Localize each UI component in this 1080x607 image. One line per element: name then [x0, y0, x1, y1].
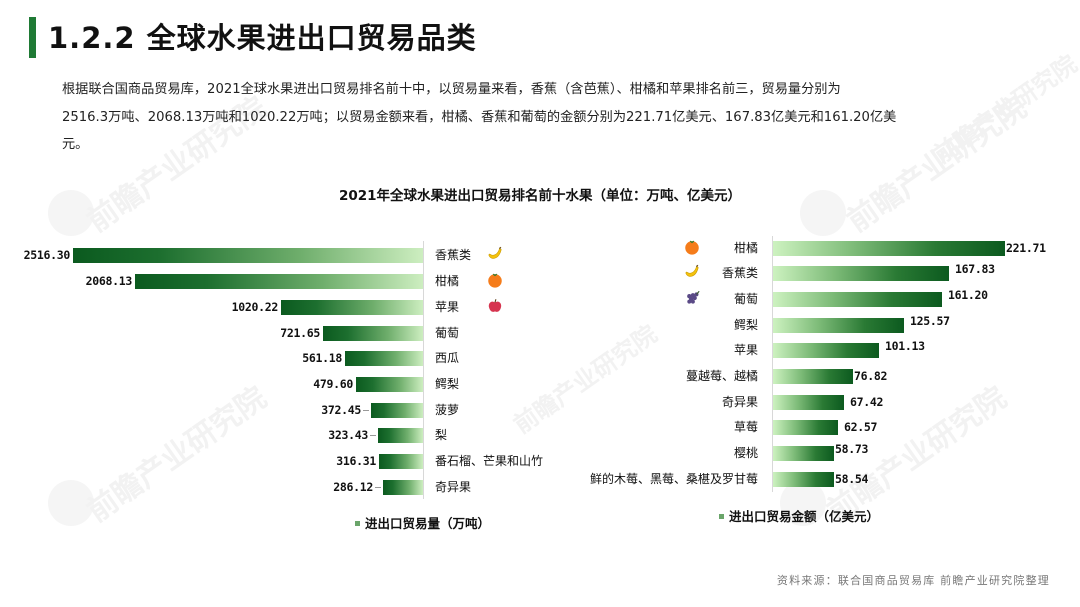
bar	[773, 368, 853, 384]
data-label: 479.60	[313, 377, 353, 391]
data-label: 2068.13	[85, 274, 133, 288]
category-label: 番石榴、芒果和山竹	[435, 454, 544, 468]
data-label: 323.43	[328, 428, 368, 442]
bar	[773, 394, 844, 410]
category-label: 鲜的木莓、黑莓、桑椹及罗甘莓	[589, 472, 758, 486]
orange-icon	[486, 271, 504, 289]
data-label: 167.83	[955, 262, 995, 276]
bar	[773, 471, 834, 487]
bar	[281, 299, 423, 315]
category-label: 奇异果	[721, 395, 758, 409]
leader-line	[363, 410, 369, 411]
bar	[378, 427, 423, 443]
left-chart-axis	[423, 241, 424, 499]
paragraph-line: 元。	[62, 137, 89, 152]
source-note: 资料来源：联合国商品贸易库 前瞻产业研究院整理	[776, 574, 1050, 587]
category-label: 柑橘	[733, 241, 758, 255]
bar	[323, 325, 423, 341]
data-label: 58.54	[835, 472, 869, 486]
bar	[773, 291, 942, 307]
data-label: 2516.30	[23, 248, 71, 262]
bar	[73, 247, 423, 263]
bar	[773, 342, 879, 358]
leader-line	[375, 487, 381, 488]
legend-swatch	[719, 514, 724, 519]
data-label: 125.57	[910, 314, 950, 328]
category-label: 香蕉类	[721, 266, 758, 280]
bar	[773, 445, 834, 461]
category-label: 葡萄	[733, 292, 758, 306]
category-label: 鳄梨	[435, 377, 460, 391]
data-label: 62.57	[844, 420, 878, 434]
watermark: 前瞻产业研究院	[80, 380, 274, 530]
banana-icon	[683, 263, 701, 281]
data-label: 67.42	[850, 395, 884, 409]
category-label: 蔓越莓、越橘	[685, 369, 758, 383]
bar	[345, 350, 423, 366]
right-chart-axis	[772, 236, 773, 492]
category-label: 苹果	[435, 300, 460, 314]
data-label: 101.13	[885, 339, 925, 353]
watermark: 前瞻产业研究院	[508, 319, 663, 440]
legend-value: 进出口贸易金额（亿美元）	[719, 509, 879, 525]
legend-label: 进出口贸易量（万吨）	[365, 516, 491, 531]
data-label: 286.12	[333, 480, 373, 494]
category-label: 西瓜	[435, 351, 460, 365]
bar	[773, 419, 838, 435]
watermark-logo	[48, 480, 94, 526]
category-label: 苹果	[733, 343, 758, 357]
leader-line	[370, 435, 376, 436]
legend-label: 进出口贸易金额（亿美元）	[729, 509, 880, 524]
banana-icon	[486, 245, 504, 263]
category-label: 柑橘	[435, 274, 460, 288]
data-label: 561.18	[302, 351, 342, 365]
data-label: 372.45	[321, 403, 361, 417]
page-title: 1.2.2 全球水果进出口贸易品类	[48, 21, 477, 55]
bar	[371, 402, 423, 418]
data-label: 161.20	[948, 288, 988, 302]
data-label: 58.73	[835, 442, 869, 456]
data-label: 721.65	[280, 326, 320, 340]
grape-icon	[683, 289, 701, 307]
category-label: 梨	[435, 428, 448, 442]
bar	[773, 240, 1005, 256]
bar	[379, 453, 423, 469]
category-label: 香蕉类	[435, 248, 472, 262]
data-label: 1020.22	[231, 300, 279, 314]
category-label: 菠萝	[435, 403, 460, 417]
data-label: 76.82	[854, 369, 888, 383]
intro-paragraph: 根据联合国商品贸易库，2021全球水果进出口贸易排名前十中，以贸易量来看，香蕉（…	[62, 76, 1042, 159]
bar	[773, 265, 949, 281]
category-label: 奇异果	[435, 480, 472, 494]
apple-icon	[486, 297, 504, 315]
category-label: 葡萄	[435, 326, 460, 340]
orange-icon	[683, 238, 701, 256]
data-label: 316.31	[336, 454, 376, 468]
category-label: 鳄梨	[733, 318, 758, 332]
bar	[383, 479, 423, 495]
bar	[773, 317, 904, 333]
bar	[356, 376, 423, 392]
category-label: 草莓	[733, 420, 758, 434]
chart-title: 2021年全球水果进出口贸易排名前十水果（单位：万吨、亿美元）	[338, 188, 742, 204]
paragraph-line: 根据联合国商品贸易库，2021全球水果进出口贸易排名前十中，以贸易量来看，香蕉（…	[62, 82, 841, 97]
bar	[135, 273, 423, 289]
legend-volume: 进出口贸易量（万吨）	[355, 516, 490, 532]
legend-swatch	[355, 521, 360, 526]
data-label: 221.71	[1006, 241, 1046, 255]
title-accent-bar	[29, 17, 36, 58]
paragraph-line: 2516.3万吨、2068.13万吨和1020.22万吨；以贸易金额来看，柑橘、…	[62, 109, 897, 125]
category-label: 樱桃	[733, 446, 758, 460]
